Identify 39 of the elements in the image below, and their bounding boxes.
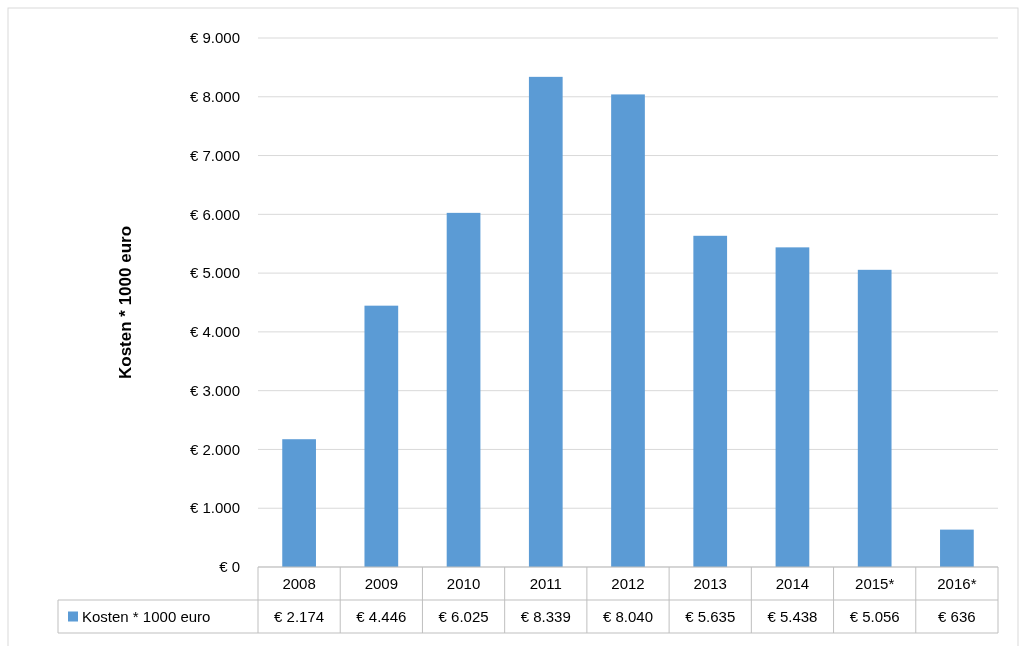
y-tick-label: € 9.000 <box>189 29 240 47</box>
data-label: € 636 <box>938 607 976 625</box>
bar <box>857 269 892 567</box>
x-tick-label: 2008 <box>282 574 316 592</box>
y-axis-title: Kosten * 1000 euro <box>116 225 135 380</box>
bar <box>528 76 563 567</box>
y-tick-label: € 4.000 <box>189 323 240 341</box>
y-tick-label: € 6.000 <box>189 205 240 223</box>
x-tick-label: 2009 <box>364 574 399 592</box>
data-label: € 5.056 <box>849 607 900 625</box>
y-tick-label: € 2.000 <box>189 440 240 458</box>
y-tick-label: € 5.000 <box>189 264 240 282</box>
bar <box>364 305 399 567</box>
x-tick-label: 2016* <box>937 574 977 592</box>
x-tick-label: 2011 <box>529 574 562 592</box>
y-tick-label: € 0 <box>219 558 240 576</box>
x-tick-label: 2014 <box>775 574 810 592</box>
data-label: € 4.446 <box>356 607 407 625</box>
legend-label: Kosten * 1000 euro <box>82 607 211 625</box>
data-label: € 6.025 <box>438 607 489 625</box>
data-label: € 2.174 <box>274 607 325 625</box>
y-tick-label: € 7.000 <box>189 146 240 164</box>
y-tick-label: € 3.000 <box>189 381 240 399</box>
bar <box>693 235 728 567</box>
y-tick-label: € 1.000 <box>189 499 240 517</box>
x-tick-label: 2013 <box>693 574 727 592</box>
bar <box>446 212 481 567</box>
data-label: € 8.339 <box>520 607 571 625</box>
bar <box>940 529 974 567</box>
bar <box>611 94 645 567</box>
x-tick-label: 2010 <box>446 574 481 592</box>
data-label: € 5.635 <box>685 607 736 625</box>
y-tick-label: € 8.000 <box>189 88 240 106</box>
data-label: € 8.040 <box>602 607 654 625</box>
x-tick-label: 2015* <box>855 574 895 592</box>
x-tick-label: 2012 <box>611 574 645 592</box>
bar <box>282 439 316 567</box>
bar <box>775 247 810 567</box>
data-label: € 5.438 <box>767 607 818 625</box>
